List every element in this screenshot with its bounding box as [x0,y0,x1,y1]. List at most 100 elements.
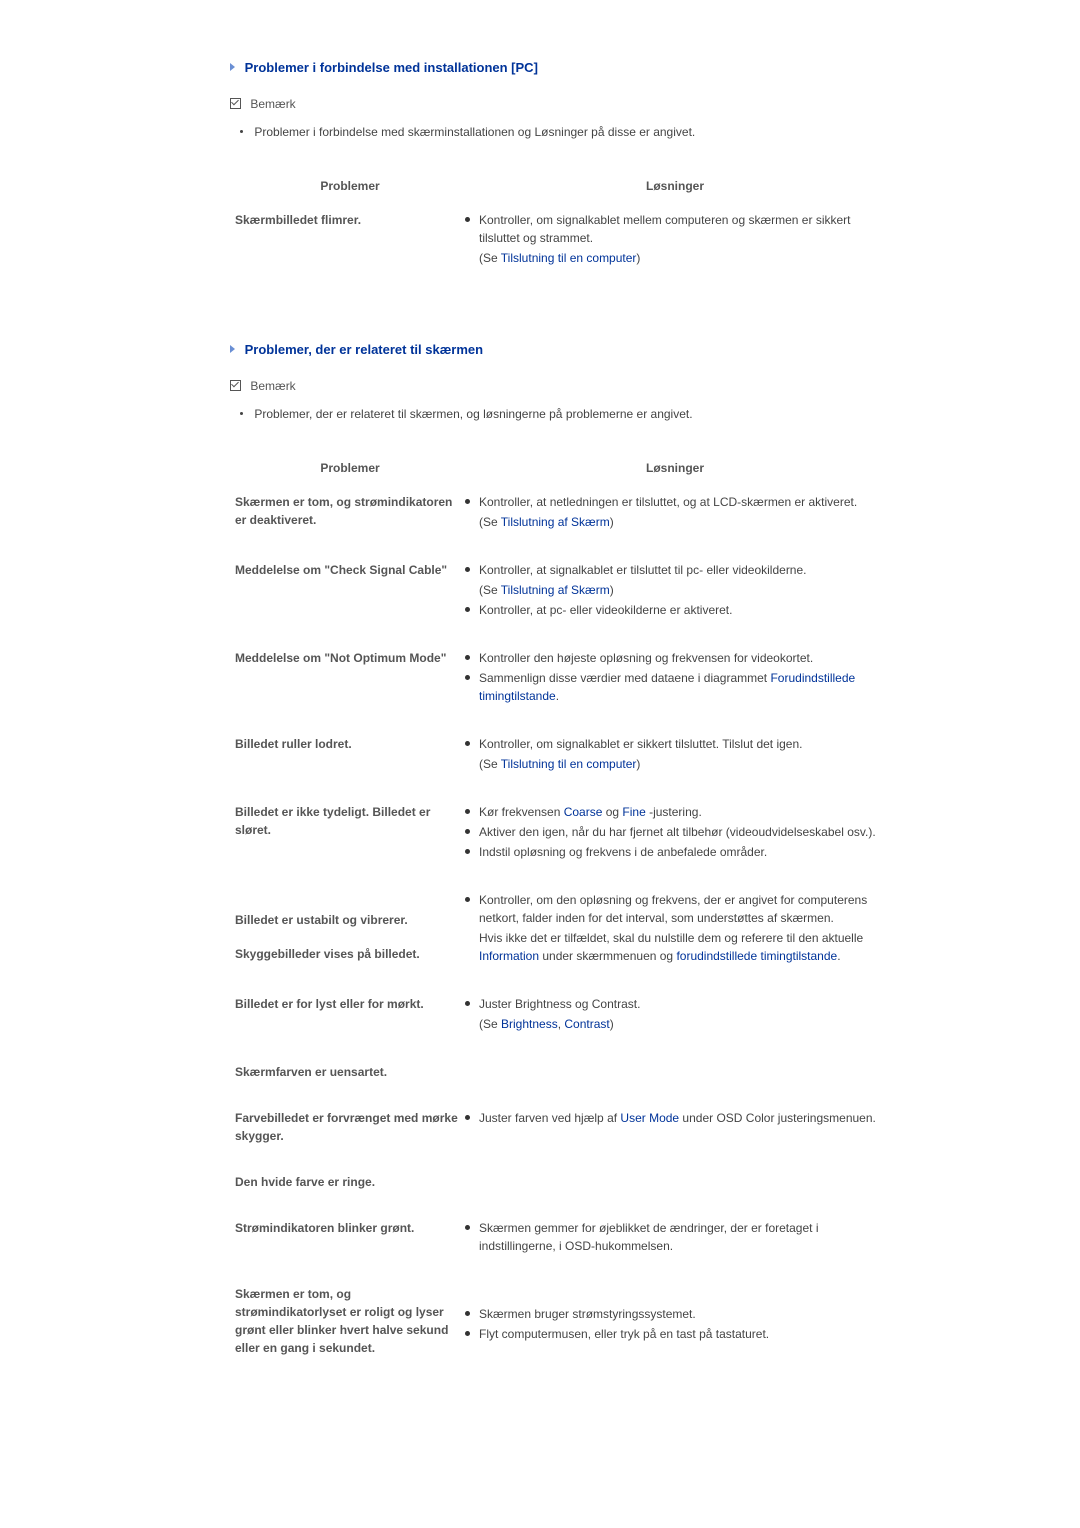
link-brightness[interactable]: Brightness [501,1017,558,1031]
solution-cell: Kontroller, om den opløsning og frekvens… [465,891,885,995]
problem-cell: Skærmen er tom, og strømindikatoren er d… [235,493,465,561]
see-suffix: ) [636,251,640,265]
table-row: Den hvide farve er ringe. [235,1173,885,1219]
section-screen: Problemer, der er relateret til skærmen … [230,342,1040,1357]
note-label: Bemærk [250,97,295,111]
problem-text: Billedet er ustabilt og vibrerer. [235,911,465,929]
link-connect-computer[interactable]: Tilslutning til en computer [501,757,637,771]
solution-item: Skærmen bruger strømstyringssystemet. [465,1305,885,1323]
checkbox-icon [230,380,241,391]
note-desc-text: Problemer, der er relateret til skærmen,… [254,407,692,421]
problem-cell: Skærmbilledet flimrer. [235,211,465,297]
problem-cell: Billedet ruller lodret. [235,735,465,803]
section-title-text: Problemer i forbindelse med installation… [245,60,538,75]
solution-cell: Kontroller, at netledningen er tilslutte… [465,493,885,561]
table-header-row: Problemer Løsninger [235,179,885,211]
solution-text: Hvis ikke det er tilfældet, skal du nuls… [479,931,863,945]
table-row: Skærmen er tom, og strømindikatorlyset e… [235,1285,885,1357]
see-prefix: (Se [479,583,501,597]
link-connect-computer[interactable]: Tilslutning til en computer [501,251,637,265]
section-title: Problemer i forbindelse med installation… [230,60,1040,75]
solution-cell: Juster farven ved hjælp af User Mode und… [465,1109,885,1173]
solution-text: under skærmmenuen og [539,949,676,963]
note-desc-text: Problemer i forbindelse med skærminstall… [254,125,695,139]
solution-item: Skærmen gemmer for øjeblikket de ændring… [465,1219,885,1255]
problem-cell: Billedet er ustabilt og vibrerer. Skygge… [235,891,465,995]
solution-text: Sammenlign disse værdier med dataene i d… [479,671,770,685]
table-row: Strømindikatoren blinker grønt. Skærmen … [235,1219,885,1285]
solution-cell [465,1173,885,1219]
problems-table-1: Problemer Løsninger Skærmbilledet flimre… [235,179,885,297]
arrow-icon [230,345,235,353]
solution-cell [465,1063,885,1109]
solution-text: . [837,949,840,963]
solution-item: Kontroller den højeste opløsning og frek… [465,649,885,667]
solution-cell: Kontroller, om signalkablet er sikkert t… [465,735,885,803]
link-coarse[interactable]: Coarse [564,805,603,819]
see-prefix: (Se [479,515,501,529]
link-connect-screen[interactable]: Tilslutning af Skærm [501,583,610,597]
col-header-problem: Problemer [235,461,465,493]
solution-item: Kontroller, at pc- eller videokilderne e… [465,601,885,619]
solution-text: . [556,689,559,703]
section-title: Problemer, der er relateret til skærmen [230,342,1040,357]
problem-text: Skyggebilleder vises på billedet. [235,945,465,963]
solution-cont: (Se Brightness, Contrast) [465,1015,885,1033]
solution-item: Juster farven ved hjælp af User Mode und… [465,1109,885,1127]
solution-item: Flyt computermusen, eller tryk på en tas… [465,1325,885,1343]
solution-item: Aktiver den igen, når du har fjernet alt… [465,823,885,841]
solution-text: under OSD Color justeringsmenuen. [679,1111,876,1125]
see-suffix: ) [610,1017,614,1031]
note-label: Bemærk [250,379,295,393]
table-row: Meddelelse om "Check Signal Cable" Kontr… [235,561,885,649]
solution-text: Juster farven ved hjælp af [479,1111,620,1125]
link-fine[interactable]: Fine [622,805,645,819]
solution-cell: Kontroller, om signalkablet mellem compu… [465,211,885,297]
solution-cont: Hvis ikke det er tilfældet, skal du nuls… [465,929,885,965]
see-suffix: ) [610,583,614,597]
solution-cell: Skærmen gemmer for øjeblikket de ændring… [465,1219,885,1285]
see-prefix: (Se [479,251,501,265]
solution-text: Kør frekvensen [479,805,564,819]
problem-cell: Skærmfarven er uensartet. [235,1063,465,1109]
solution-text: Kontroller, om signalkablet mellem compu… [479,213,850,245]
solution-cont: (Se Tilslutning af Skærm) [465,513,885,531]
see-prefix: (Se [479,757,501,771]
checkbox-icon [230,98,241,109]
solution-cont: (Se Tilslutning til en computer) [465,755,885,773]
see-suffix: ) [636,757,640,771]
solution-item: Sammenlign disse værdier med dataene i d… [465,669,885,705]
problem-cell: Farvebilledet er forvrænget med mørke sk… [235,1109,465,1173]
problem-cell: Billedet er ikke tydeligt. Billedet er s… [235,803,465,891]
solution-item: Kontroller, om signalkablet mellem compu… [465,211,885,247]
table-row: Billedet ruller lodret. Kontroller, om s… [235,735,885,803]
table-row: Skærmbilledet flimrer. Kontroller, om si… [235,211,885,297]
note-description: Problemer, der er relateret til skærmen,… [240,407,1040,421]
link-contrast[interactable]: Contrast [564,1017,609,1031]
solution-cell: Kør frekvensen Coarse og Fine -justering… [465,803,885,891]
table-row: Billedet er ustabilt og vibrerer. Skygge… [235,891,885,995]
solution-item: Kontroller, at netledningen er tilslutte… [465,493,885,511]
see-prefix: (Se [479,1017,501,1031]
problem-cell: Den hvide farve er ringe. [235,1173,465,1219]
problem-cell: Skærmen er tom, og strømindikatorlyset e… [235,1285,465,1357]
link-information[interactable]: Information [479,949,539,963]
link-user-mode[interactable]: User Mode [620,1111,679,1125]
problem-cell: Strømindikatoren blinker grønt. [235,1219,465,1285]
solution-text: og [602,805,622,819]
bullet-icon [240,130,243,133]
link-connect-screen[interactable]: Tilslutning af Skærm [501,515,610,529]
bullet-icon [240,412,243,415]
col-header-solution: Løsninger [465,179,885,211]
table-row: Billedet er for lyst eller for mørkt. Ju… [235,995,885,1063]
solution-cell: Kontroller den højeste opløsning og frek… [465,649,885,735]
col-header-problem: Problemer [235,179,465,211]
col-header-solution: Løsninger [465,461,885,493]
problem-cell: Billedet er for lyst eller for mørkt. [235,995,465,1063]
link-timing-preset[interactable]: forudindstillede timingtilstande [676,949,837,963]
section-title-text: Problemer, der er relateret til skærmen [245,342,483,357]
solution-cont: (Se Tilslutning af Skærm) [465,581,885,599]
solution-item: Kontroller, om signalkablet er sikkert t… [465,735,885,753]
table-row: Meddelelse om "Not Optimum Mode" Kontrol… [235,649,885,735]
table-row: Skærmfarven er uensartet. [235,1063,885,1109]
